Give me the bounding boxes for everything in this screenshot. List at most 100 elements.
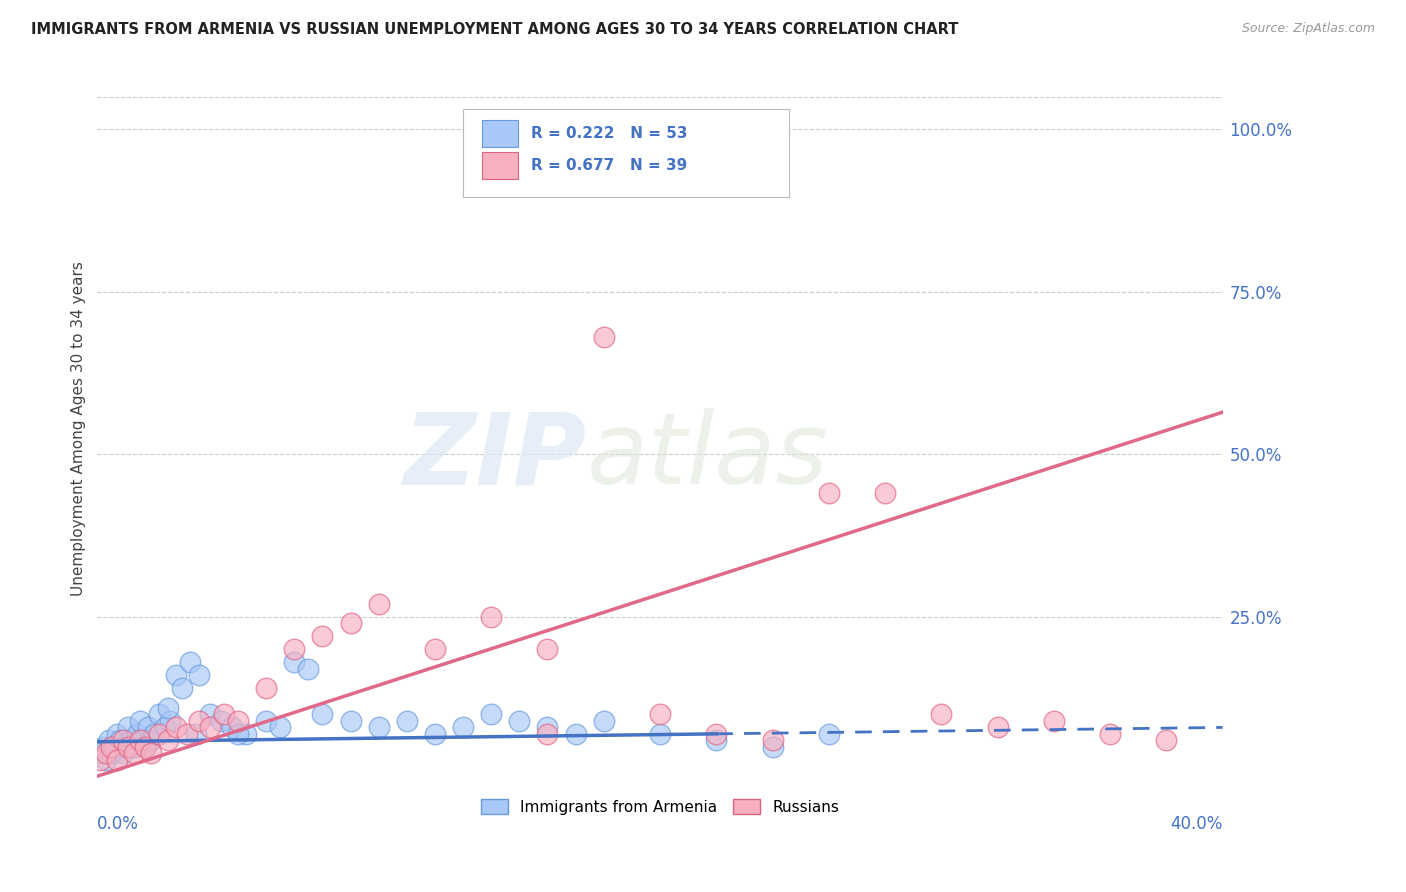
Point (761, 733, 783, 747)
Point (148, 707, 170, 722)
Point (536, 642, 558, 657)
Point (648, 727, 671, 741)
Point (128, 714, 150, 728)
Point (479, 707, 502, 722)
Point (479, 610, 502, 624)
FancyBboxPatch shape (482, 152, 519, 178)
Point (122, 739, 145, 754)
Point (165, 668, 187, 682)
Point (103, 739, 125, 754)
Y-axis label: Unemployment Among Ages 30 to 34 years: Unemployment Among Ages 30 to 34 years (72, 261, 86, 596)
Point (479, 122, 502, 136)
Point (508, 714, 530, 728)
Point (114, 739, 136, 754)
Point (134, 739, 156, 754)
Point (134, 739, 156, 754)
Point (761, 739, 783, 754)
Point (235, 727, 257, 741)
Point (367, 720, 389, 734)
Point (209, 714, 232, 728)
Point (311, 707, 333, 722)
Point (100, 739, 122, 754)
Text: ZIP: ZIP (404, 408, 586, 505)
Point (254, 681, 277, 696)
Point (117, 739, 139, 754)
Point (125, 727, 148, 741)
Point (592, 330, 614, 344)
Point (536, 720, 558, 734)
Point (423, 727, 446, 741)
Point (176, 727, 198, 741)
Point (283, 642, 305, 657)
Point (156, 701, 179, 715)
Point (451, 720, 474, 734)
Point (297, 662, 319, 676)
Point (198, 707, 221, 722)
Point (111, 733, 134, 747)
Point (187, 714, 209, 728)
Text: R = 0.222   N = 53: R = 0.222 N = 53 (530, 126, 688, 141)
Text: 40.0%: 40.0% (1170, 815, 1223, 833)
Text: atlas: atlas (586, 408, 828, 505)
Point (564, 727, 586, 741)
FancyBboxPatch shape (463, 109, 789, 197)
Point (929, 707, 952, 722)
Point (311, 629, 333, 643)
Point (592, 714, 614, 728)
Point (187, 668, 209, 682)
Point (122, 747, 145, 761)
Point (198, 720, 221, 734)
Point (108, 733, 131, 747)
Text: Source: ZipAtlas.com: Source: ZipAtlas.com (1241, 22, 1375, 36)
Point (704, 733, 727, 747)
Point (704, 727, 727, 741)
Point (395, 714, 418, 728)
Point (139, 747, 162, 761)
Point (89, 747, 111, 761)
Point (94, 747, 117, 761)
Point (156, 733, 179, 747)
Point (212, 707, 235, 722)
Point (283, 656, 305, 670)
Point (221, 720, 243, 734)
Point (159, 714, 181, 728)
Point (1156, 733, 1178, 747)
Point (139, 733, 162, 747)
Point (94, 753, 117, 767)
Point (136, 720, 159, 734)
Legend: Immigrants from Armenia, Russians: Immigrants from Armenia, Russians (474, 793, 845, 821)
Point (184, 727, 207, 741)
Point (111, 747, 134, 761)
Point (148, 727, 170, 741)
Point (987, 720, 1010, 734)
Text: IMMIGRANTS FROM ARMENIA VS RUSSIAN UNEMPLOYMENT AMONG AGES 30 TO 34 YEARS CORREL: IMMIGRANTS FROM ARMENIA VS RUSSIAN UNEMP… (31, 22, 959, 37)
Point (142, 727, 165, 741)
Text: R = 0.677   N = 39: R = 0.677 N = 39 (530, 158, 688, 173)
Point (128, 733, 150, 747)
Text: 0.0%: 0.0% (97, 815, 139, 833)
Point (97, 733, 120, 747)
Point (170, 681, 193, 696)
Point (89, 753, 111, 767)
Point (339, 714, 361, 728)
Point (873, 486, 896, 500)
Point (367, 597, 389, 611)
Point (131, 733, 153, 747)
Point (179, 656, 201, 670)
FancyBboxPatch shape (482, 120, 519, 147)
Point (100, 747, 122, 761)
Point (423, 642, 446, 657)
Point (105, 727, 128, 741)
Point (165, 720, 187, 734)
Point (817, 727, 839, 741)
Point (536, 727, 558, 741)
Point (1043, 714, 1066, 728)
Point (226, 727, 249, 741)
Point (339, 616, 361, 631)
Point (817, 486, 839, 500)
Point (269, 720, 291, 734)
Point (153, 720, 176, 734)
Point (120, 733, 142, 747)
Point (1099, 727, 1122, 741)
Point (648, 707, 671, 722)
